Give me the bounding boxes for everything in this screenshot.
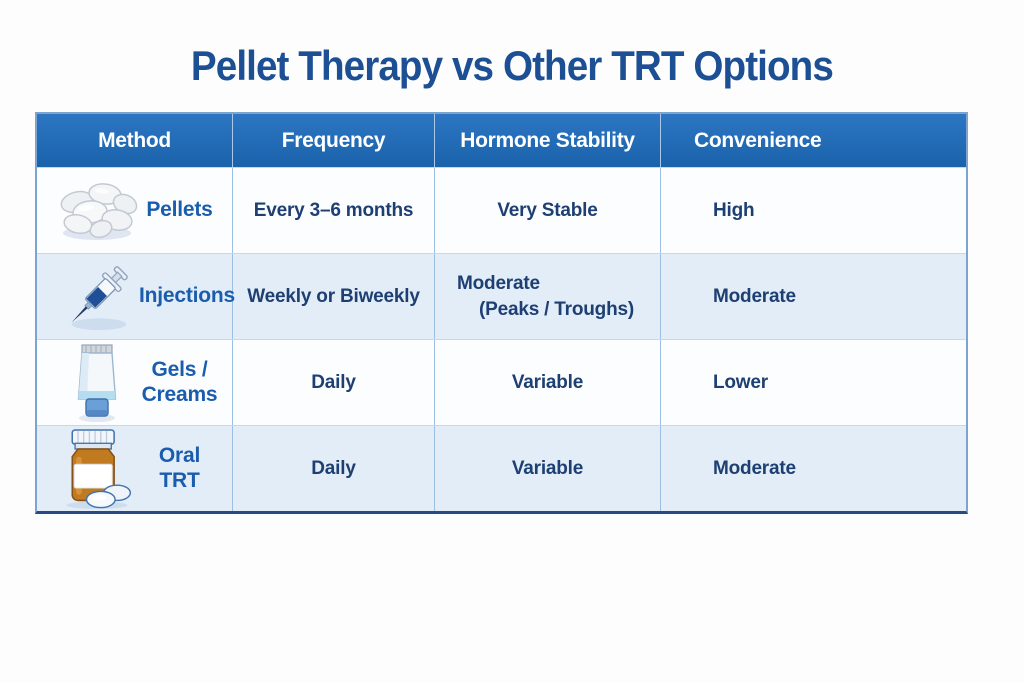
syringe-icon [55, 260, 139, 334]
convenience-cell: High [713, 199, 755, 221]
method-cell: Injections [37, 254, 235, 339]
comparison-table: Method Frequency Hormone Stability Conve… [35, 112, 968, 514]
stability-cell: Moderate (Peaks / Troughs) [435, 254, 661, 339]
pellets-icon [55, 181, 139, 241]
stability-cell: Variable [435, 340, 661, 425]
method-label: Injections [139, 284, 236, 308]
method-cell: Pellets [37, 168, 233, 253]
header-hormone-stability: Hormone Stability [435, 114, 661, 167]
header-convenience: Convenience [694, 128, 822, 152]
table-row-injections: Injections Weekly or Biweekly Moderate (… [37, 253, 966, 339]
method-cell: Gels / Creams [37, 340, 233, 425]
stability-cell: Variable [435, 426, 661, 511]
convenience-cell: Moderate [713, 285, 796, 307]
frequency-cell: Weekly or Biweekly [233, 254, 435, 339]
convenience-cell: Lower [713, 371, 768, 393]
method-cell: Oral TRT [37, 426, 233, 511]
method-label: Pellets [146, 198, 213, 222]
stability-note: (Peaks / Troughs) [479, 298, 634, 320]
method-label: Oral TRT [158, 444, 201, 492]
table-header-row: Method Frequency Hormone Stability Conve… [37, 114, 966, 167]
page-title-text: Pellet Therapy vs Other TRT Options [191, 42, 834, 89]
convenience-cell: Moderate [713, 457, 796, 479]
table-row-pellets: Pellets Every 3–6 months Very Stable Hig… [37, 167, 966, 253]
frequency-cell: Every 3–6 months [233, 168, 435, 253]
header-method: Method [37, 114, 233, 167]
frequency-cell: Daily [233, 426, 435, 511]
frequency-cell: Daily [233, 340, 435, 425]
table-row-oral-trt: Oral TRT Daily Variable Moderate [37, 425, 966, 511]
gel-tube-icon [55, 343, 139, 423]
pill-bottle-icon [55, 427, 139, 511]
header-frequency: Frequency [233, 114, 435, 167]
stability-cell: Very Stable [435, 168, 661, 253]
page-title: Pellet Therapy vs Other TRT Options [0, 42, 1024, 90]
table-row-gels-creams: Gels / Creams Daily Variable Lower [37, 339, 966, 425]
method-label: Gels / Creams [141, 358, 218, 406]
